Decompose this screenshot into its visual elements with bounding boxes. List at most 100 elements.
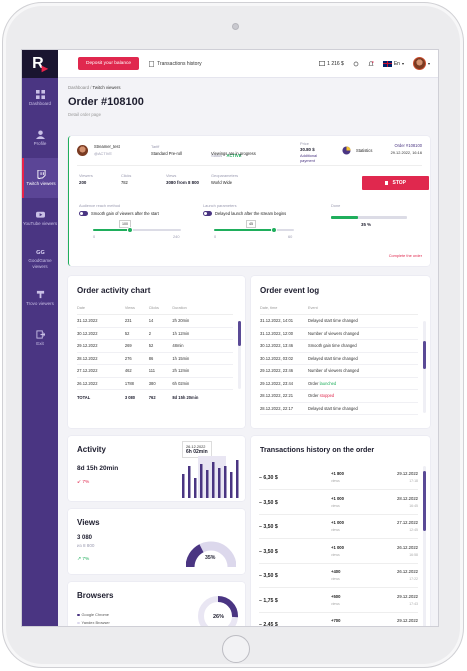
sidebar-item-goodgame[interactable]: GG GoodGame viewers	[22, 238, 58, 278]
event-text: Number of viewers changed	[308, 327, 418, 340]
launch-slider[interactable]	[214, 227, 294, 233]
bar	[212, 462, 215, 498]
table-cell: 30.12.2022	[77, 327, 125, 340]
youtube-icon	[35, 211, 45, 218]
statistics-link[interactable]: Statistics	[356, 148, 373, 153]
event-text: Order launched	[308, 377, 418, 390]
table-row: 27.12.2022 462 111 2h 12min	[77, 364, 233, 378]
activity-trend-value: 7%	[82, 480, 90, 485]
transaction-views-added: +1 000	[331, 495, 344, 501]
transactions-title: Transactions history on the order	[260, 445, 375, 454]
scrollbar-thumb[interactable]	[238, 321, 241, 346]
streamer-avatar	[77, 145, 88, 156]
table-cell: 27.12.2022	[77, 364, 125, 378]
event-datetime: 30.12.2022, 03:02	[260, 352, 308, 365]
tooltip-date: 26.12.2022	[186, 444, 206, 449]
audience-toggle[interactable]	[79, 211, 88, 216]
table-cell: 380	[148, 377, 173, 390]
user-menu[interactable]: ▾	[412, 57, 430, 70]
tariff-value: Standard Pre-roll	[151, 151, 182, 156]
done-label: Done	[331, 203, 341, 208]
done-progress-fill	[331, 216, 358, 219]
table-row: 31.12.2022, 12:00 Number of viewers chang…	[260, 327, 418, 340]
additional-payment-link[interactable]: Additional payment	[300, 153, 318, 163]
scrollbar[interactable]	[238, 321, 241, 389]
activity-card: Activity 8d 15h 20min ↙ 7% 26.12.2022 6h…	[68, 436, 245, 501]
views-card-of: из 8 800	[77, 543, 95, 548]
total-cell: 3 080	[124, 394, 136, 400]
deposit-button[interactable]: Deposit your balance	[78, 57, 140, 70]
status-label: Status	[211, 153, 223, 158]
goodgame-icon: GG	[36, 251, 45, 257]
transaction-time: 17:21	[409, 626, 418, 627]
launch-slider-handle[interactable]	[271, 227, 277, 233]
transaction-amount: – 3,50 $	[259, 524, 278, 530]
logo-mark: ▶	[41, 63, 48, 73]
table-row: 26.12.2022 1788 380 6h 02min	[77, 377, 233, 390]
scrollbar[interactable]	[423, 466, 426, 626]
event-log-title: Order event log	[260, 286, 320, 295]
transaction-amount: – 6,30 $	[259, 475, 278, 481]
audience-slider[interactable]	[93, 227, 181, 233]
transaction-row: – 3,50 $ +1 000 views 27.12.2022 12:45	[259, 517, 418, 539]
breadcrumb: Dashboard / Twitch viewers	[68, 85, 428, 90]
breadcrumb-root[interactable]: Dashboard	[68, 85, 90, 90]
transaction-date: 26.12.2022	[397, 569, 418, 574]
audience-slider-handle[interactable]	[126, 227, 133, 233]
breadcrumb-current: Twitch viewers	[92, 85, 121, 90]
transaction-time: 17:22	[409, 577, 418, 581]
activity-value: 8d 15h 20min	[77, 465, 119, 472]
views-card: Views 3 080 из 8 800 ↗ 7% 35%	[68, 509, 245, 574]
main-content: Dashboard / Twitch viewers Order #108100…	[58, 78, 438, 626]
sidebar-item-twitch[interactable]: Twitch viewers	[22, 158, 58, 198]
scrollbar-thumb[interactable]	[423, 471, 426, 531]
table-cell: 1h 15min	[172, 352, 233, 365]
transactions-history-link[interactable]: Transactions history	[149, 61, 202, 67]
scrollbar-thumb[interactable]	[423, 341, 426, 369]
status-badge: ACTIVE	[226, 153, 242, 158]
table-cell: 269	[124, 339, 149, 353]
sidebar-item-exit[interactable]: Exit	[22, 318, 58, 358]
table-cell: 52	[148, 339, 173, 353]
sidebar-item-youtube[interactable]: YouTube viewers	[22, 198, 58, 238]
page-subtitle: Detail order page	[68, 112, 101, 117]
logo[interactable]: R ▶	[22, 50, 58, 78]
sidebar-item-profile[interactable]: Profile	[22, 118, 58, 158]
complete-order-link[interactable]: Complete the order	[388, 253, 422, 258]
svg-text:GG: GG	[36, 251, 45, 257]
home-button[interactable]	[222, 635, 250, 663]
table-cell: 1h 12min	[172, 327, 233, 340]
transaction-row: – 1,75 $ +500 views 29.12.2022 17:43	[259, 591, 418, 613]
event-description: Delayed start time changed	[308, 355, 358, 361]
event-datetime: 31.12.2022, 12:00	[260, 327, 308, 340]
audience-max: 240	[173, 234, 180, 239]
twitch-icon	[36, 169, 46, 179]
scrollbar[interactable]	[423, 321, 426, 413]
event-description: Order	[308, 380, 320, 386]
divider	[77, 165, 422, 166]
table-row: 30.12.2022, 03:02 Delayed start time chan…	[260, 352, 418, 365]
total-cell: 762	[148, 394, 156, 400]
settings-icon[interactable]	[353, 61, 359, 67]
order-date: 29.12.2022, 16:16	[390, 150, 422, 155]
legend-dot	[77, 613, 80, 616]
language-select[interactable]: En ▾	[382, 60, 404, 67]
event-text: Delayed start time changed	[308, 352, 418, 365]
user-icon	[35, 130, 45, 139]
launch-toggle[interactable]	[203, 211, 212, 216]
sidebar-item-trovo[interactable]: Trovo viewers	[22, 278, 58, 318]
bell-icon[interactable]	[368, 60, 374, 67]
sidebar-item-dashboard[interactable]: Dashboard	[22, 78, 58, 118]
status-block: Status ACTIVE	[211, 144, 242, 162]
app-screen: R ▶ Dashboard Profile Twitch viewers YouT…	[21, 49, 439, 627]
event-description: Number of viewers changed	[308, 330, 359, 336]
activity-bar-chart	[182, 456, 239, 498]
balance-display[interactable]: 1 216 $	[319, 61, 344, 67]
table-cell: 462	[124, 364, 149, 378]
transaction-amount: – 3,50 $	[259, 499, 278, 506]
views-card-title: Views	[77, 518, 100, 527]
stop-button[interactable]: STOP	[362, 176, 429, 190]
audience-toggle-row: Smooth gain of viewers after the start	[79, 211, 159, 216]
table-cell: 1788	[124, 377, 149, 390]
